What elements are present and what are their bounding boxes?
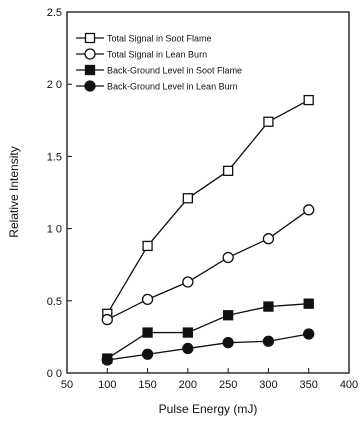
y-tick-label: 1.5 [47, 151, 62, 163]
x-tick-label: 200 [179, 379, 197, 391]
legend-marker [84, 32, 96, 44]
data-point [101, 313, 113, 326]
data-point [182, 193, 194, 204]
x-tick-label: 100 [98, 379, 116, 391]
data-point [262, 335, 275, 347]
x-tick-label: 50 [61, 379, 73, 391]
legend-item: Back-Ground Level in Soot Flame [76, 64, 242, 76]
data-point [263, 301, 274, 312]
legend-marker [84, 64, 96, 76]
data-point [182, 276, 194, 288]
legend-label: Back-Ground Level in Soot Flame [107, 66, 242, 76]
legend: Total Signal in Soot Flame Total Signal i… [76, 32, 242, 92]
data-point [222, 165, 234, 176]
data-point [142, 240, 153, 252]
data-point [222, 251, 234, 264]
series-layer [101, 94, 315, 366]
legend-item: Total Signal in Soot Flame [76, 32, 212, 44]
data-point [141, 348, 154, 360]
data-point [303, 328, 315, 340]
legend-label: Back-Ground Level in Lean Burn [107, 82, 238, 92]
series-1 [102, 94, 314, 319]
data-point [101, 354, 113, 366]
data-point [141, 293, 154, 306]
legend-label: Total Signal in Lean Burn [107, 50, 207, 60]
y-tick-label: 1 0 [47, 224, 62, 236]
y-tick-label: 0.5 [47, 296, 62, 308]
x-tick-label: 350 [300, 379, 318, 391]
data-point [263, 116, 274, 127]
data-point [303, 204, 315, 216]
series-3 [102, 298, 314, 364]
y-tick-label: 2 0 [47, 79, 62, 91]
y-axis-label: Relative Intensity [7, 146, 21, 237]
data-point [262, 233, 275, 245]
series-line [106, 209, 310, 321]
x-tick-label: 400 [340, 379, 358, 391]
data-point [182, 327, 194, 338]
series-4 [101, 328, 315, 366]
data-point [182, 342, 194, 355]
series-line [106, 99, 310, 315]
x-axis-label: Pulse Energy (mJ) [159, 402, 258, 416]
y-axis-ticks: 0 0 0.5 1 0 1.5 2 0 2.5 [47, 7, 72, 380]
x-tick-label: 250 [219, 379, 237, 391]
legend-item: Back-Ground Level in Lean Burn [76, 80, 238, 92]
x-axis-ticks: 50 100 150 200 250 300 350 400 [61, 368, 358, 391]
x-tick-label: 300 [259, 379, 277, 391]
data-point [222, 337, 234, 349]
y-tick-label: 0 0 [47, 368, 62, 380]
data-point [142, 327, 153, 338]
data-point [222, 310, 234, 321]
legend-label: Total Signal in Soot Flame [107, 34, 212, 44]
data-point [303, 94, 314, 106]
series-line [106, 303, 309, 360]
plot-frame [66, 11, 350, 374]
series-line [107, 333, 309, 361]
legend-marker [84, 48, 96, 60]
legend-item: Total Signal in Lean Burn [76, 48, 207, 60]
data-point [303, 298, 314, 309]
x-tick-label: 150 [138, 379, 156, 391]
legend-marker [84, 80, 96, 92]
series-2 [101, 204, 315, 326]
y-tick-label: 2.5 [47, 7, 62, 19]
